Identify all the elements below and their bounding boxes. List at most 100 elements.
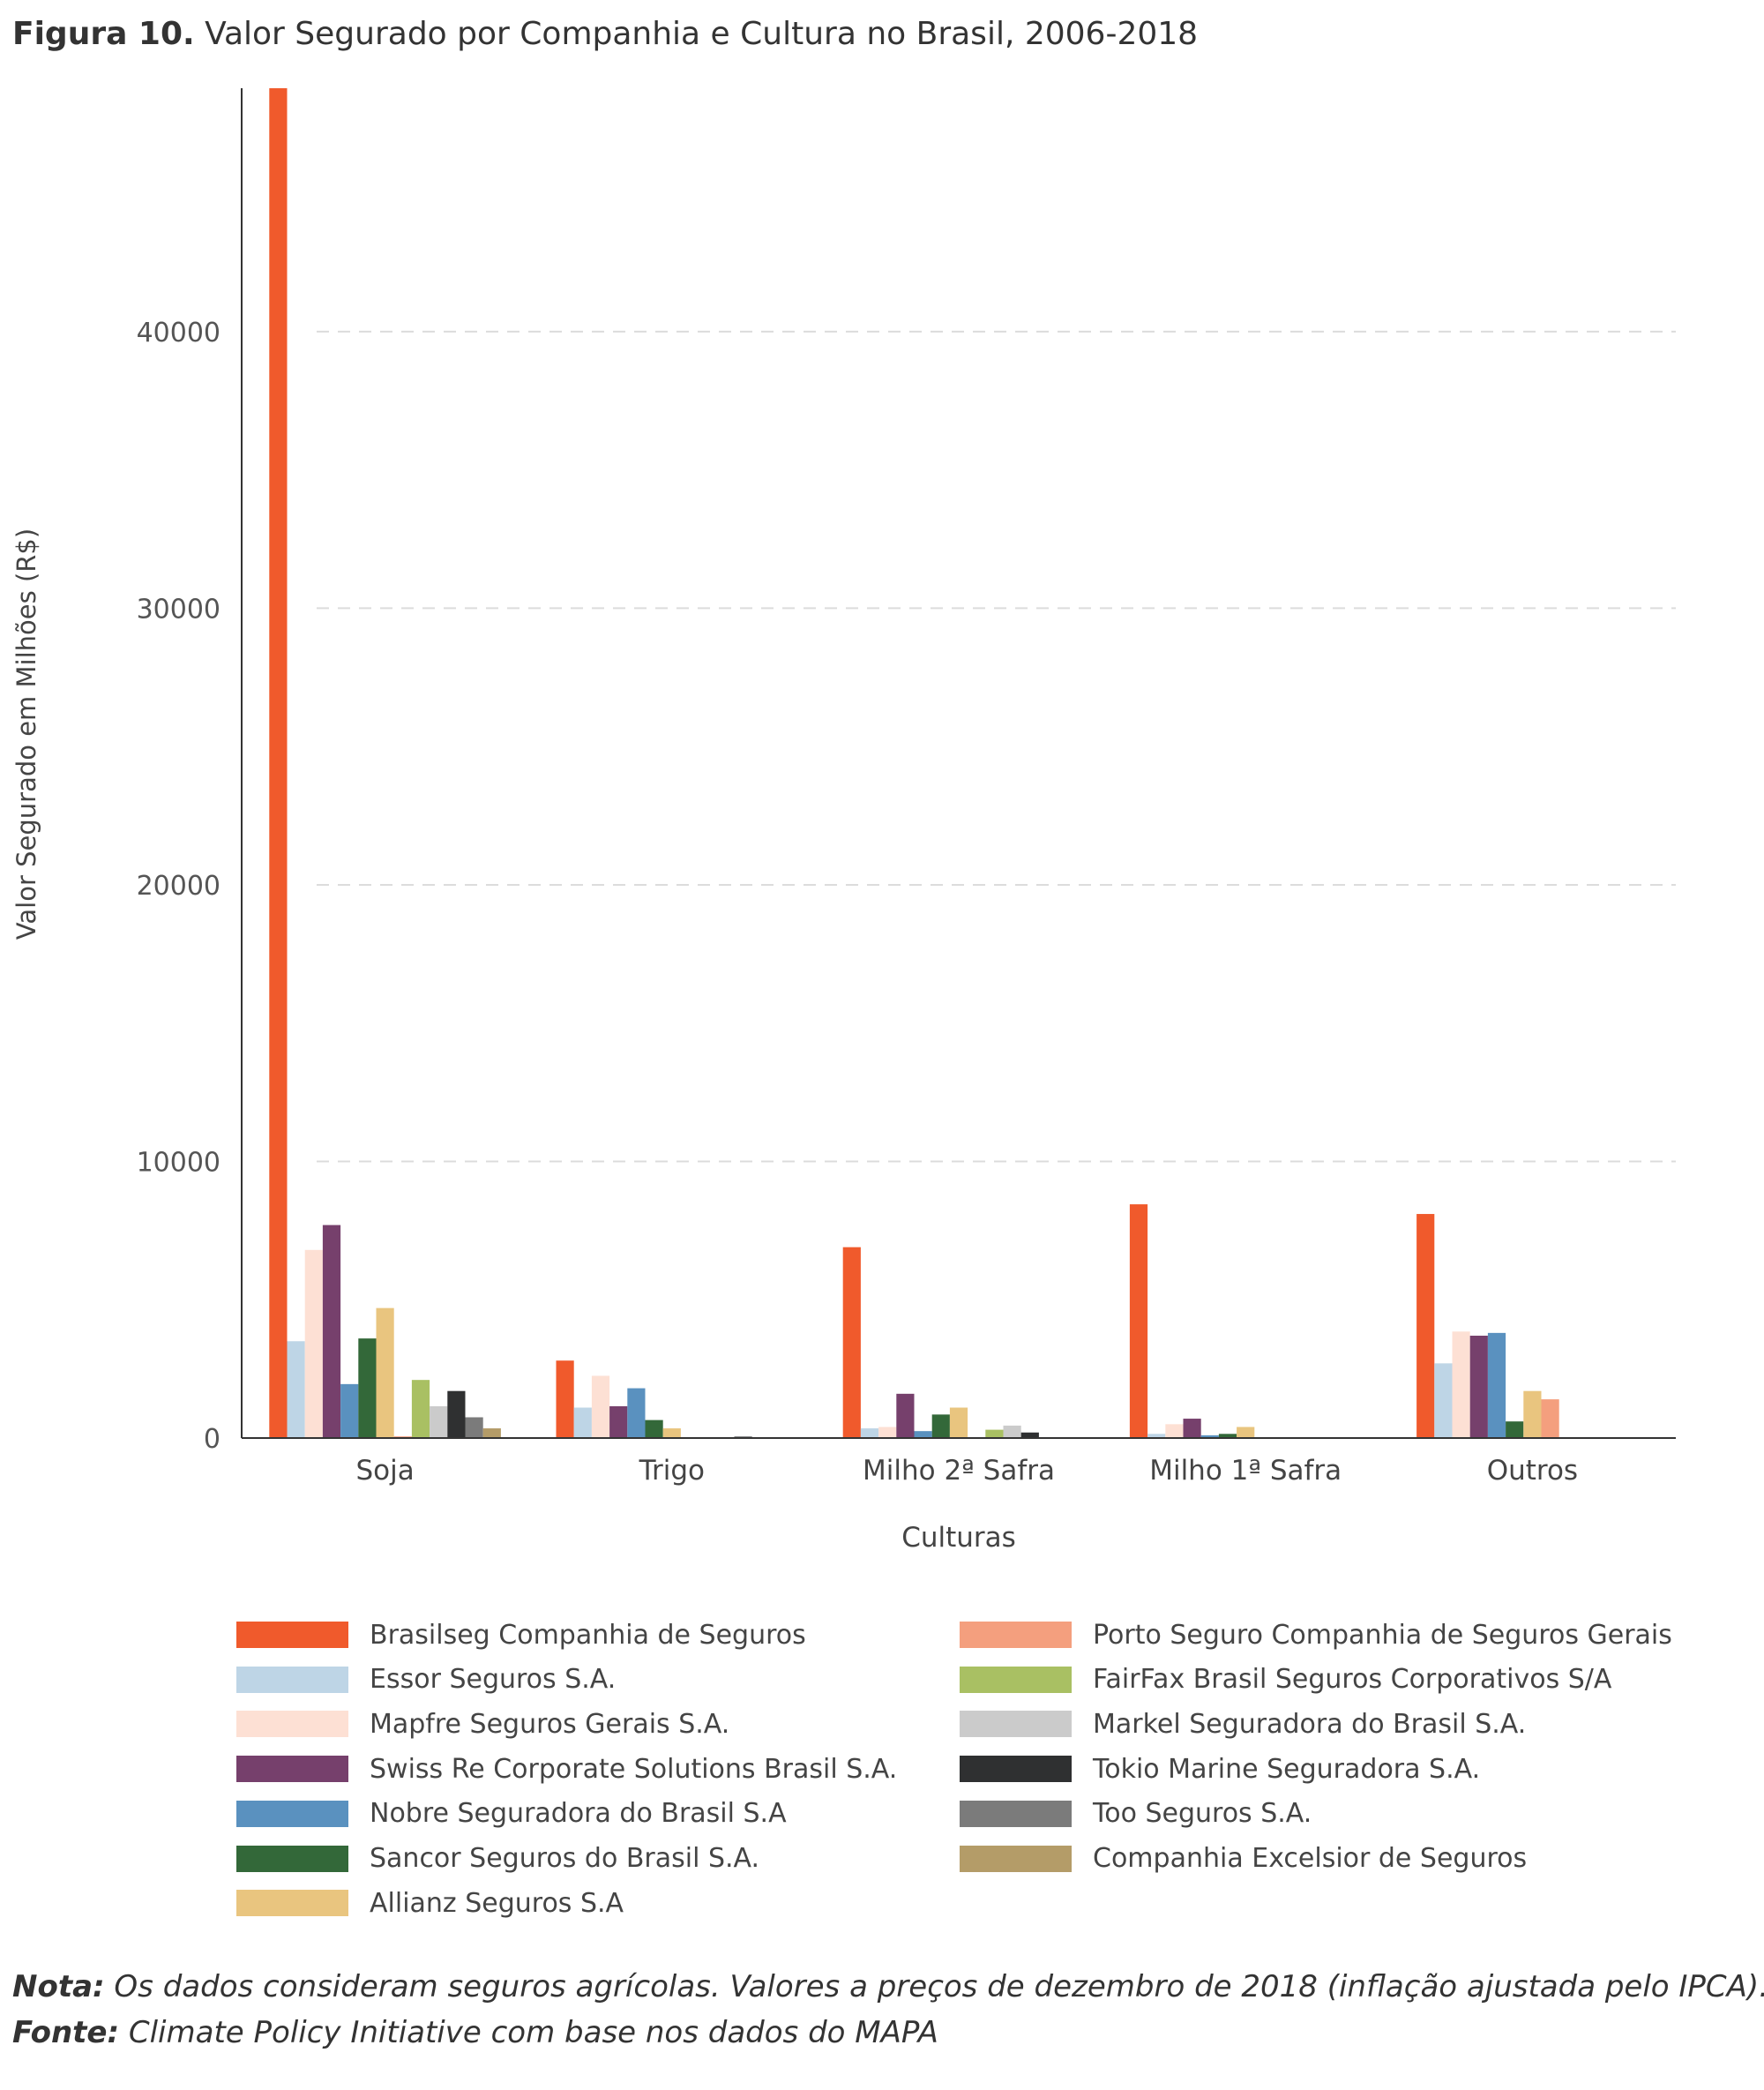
legend-swatch — [960, 1756, 1072, 1783]
bar — [1183, 1419, 1201, 1438]
legend-label: Mapfre Seguros Gerais S.A. — [370, 1708, 730, 1740]
legend-swatch — [236, 1800, 348, 1827]
bar — [411, 1380, 430, 1438]
bar — [269, 88, 288, 1438]
legend-label: Essor Seguros S.A. — [370, 1664, 617, 1696]
legend-swatch — [236, 1890, 348, 1917]
bar — [1416, 1214, 1435, 1438]
note-label: Nota: — [12, 1969, 105, 2004]
legend-label: Sancor Seguros do Brasil S.A. — [370, 1843, 760, 1874]
chart-title: Figura 10. Valor Segurado por Companhia … — [12, 16, 1198, 52]
bar — [985, 1429, 1004, 1438]
bar — [556, 1360, 574, 1438]
bar — [1452, 1331, 1470, 1438]
legend-item: Porto Seguro Companhia de Seguros Gerais — [960, 1617, 1672, 1652]
legend-swatch — [960, 1666, 1072, 1693]
legend-swatch — [960, 1711, 1072, 1738]
legend-label: Markel Seguradora do Brasil S.A. — [1093, 1708, 1527, 1740]
bar — [914, 1431, 932, 1438]
figure-title-text: Valor Segurado por Companhia e Cultura n… — [205, 16, 1199, 52]
legend-label: Tokio Marine Seguradora S.A. — [1093, 1753, 1481, 1785]
legend-label: Companhia Excelsior de Seguros — [1093, 1843, 1528, 1874]
bar — [1003, 1425, 1021, 1438]
bar — [1541, 1399, 1559, 1438]
bar — [376, 1307, 394, 1438]
x-tick-label: Milho 1ª Safra — [1149, 1455, 1342, 1487]
x-tick-label: Soja — [355, 1455, 414, 1487]
legend-item: Swiss Re Corporate Solutions Brasil S.A. — [236, 1751, 897, 1787]
legend-swatch — [960, 1845, 1072, 1872]
bar — [482, 1428, 501, 1438]
legend-label: Allianz Seguros S.A — [370, 1887, 624, 1919]
note-text: Os dados consideram seguros agrícolas. V… — [114, 1969, 1764, 2004]
legend-item: Allianz Seguros S.A — [236, 1885, 624, 1921]
bar — [430, 1405, 448, 1438]
legend-label: Nobre Seguradora do Brasil S.A — [370, 1798, 787, 1830]
bar — [304, 1249, 323, 1438]
bar — [1506, 1421, 1524, 1438]
bar — [1469, 1335, 1488, 1438]
bar — [591, 1375, 610, 1438]
figure-notes: Nota: Os dados consideram seguros agríco… — [12, 1964, 1764, 2056]
y-axis-title: Valor Segurado em Milhões (R$) — [11, 528, 41, 940]
legend-swatch — [236, 1756, 348, 1783]
bar — [1487, 1332, 1506, 1438]
legend-label: FairFax Brasil Seguros Corporativos S/A — [1093, 1664, 1612, 1696]
bar — [447, 1390, 466, 1438]
bar — [465, 1417, 483, 1438]
legend-item: Mapfre Seguros Gerais S.A. — [236, 1706, 729, 1742]
bar — [358, 1338, 377, 1438]
x-tick-label: Milho 2ª Safra — [863, 1455, 1055, 1487]
bar — [340, 1383, 359, 1438]
bar — [1434, 1363, 1453, 1438]
legend-swatch — [960, 1622, 1072, 1648]
y-tick-label: 20000 — [137, 871, 220, 902]
bar — [1523, 1390, 1542, 1438]
bar — [287, 1341, 305, 1438]
legend-item: Markel Seguradora do Brasil S.A. — [960, 1706, 1526, 1742]
bar — [1200, 1435, 1219, 1438]
legend-swatch — [236, 1711, 348, 1738]
bar — [931, 1414, 950, 1438]
legend-label: Porto Seguro Companhia de Seguros Gerais — [1093, 1619, 1672, 1651]
bar — [1020, 1432, 1039, 1438]
source-text: Climate Policy Initiative com base nos d… — [128, 2015, 938, 2050]
legend-swatch — [960, 1800, 1072, 1827]
bar — [322, 1225, 341, 1438]
bar — [878, 1427, 897, 1438]
y-tick-label: 0 — [204, 1424, 220, 1455]
bar — [1129, 1204, 1148, 1438]
bar-chart: 0 10000 20000 30000 40000 Soja Trigo Milho 2ª S… — [11, 88, 1676, 1554]
legend-item: Essor Seguros S.A. — [236, 1662, 616, 1697]
legend-item: Sancor Seguros do Brasil S.A. — [236, 1841, 759, 1877]
legend-swatch — [236, 1622, 348, 1648]
bar — [896, 1393, 915, 1438]
legend-swatch — [236, 1845, 348, 1872]
x-axis-title: Culturas — [901, 1522, 1016, 1554]
bar — [645, 1420, 663, 1438]
bar — [609, 1405, 628, 1438]
legend-label: Too Seguros S.A. — [1093, 1798, 1312, 1830]
bar — [949, 1407, 968, 1438]
x-tick-label: Outros — [1487, 1455, 1578, 1487]
figure-label: Figura 10. — [12, 16, 195, 52]
bar — [1147, 1434, 1166, 1438]
legend-label: Brasilseg Companhia de Seguros — [370, 1619, 806, 1651]
x-tick-label: Trigo — [639, 1455, 705, 1487]
bar — [1237, 1427, 1255, 1438]
chart-legend: Brasilseg Companhia de Seguros Essor Segu… — [0, 1616, 1764, 1951]
note-line: Nota: Os dados consideram seguros agríco… — [12, 1964, 1764, 2010]
y-tick-label: 40000 — [137, 318, 220, 348]
y-tick-label: 10000 — [137, 1147, 220, 1178]
source-line: Fonte: Climate Policy Initiative com bas… — [12, 2010, 1764, 2056]
legend-item: Brasilseg Companhia de Seguros — [236, 1617, 806, 1652]
source-label: Fonte: — [12, 2015, 120, 2050]
legend-item: Companhia Excelsior de Seguros — [960, 1841, 1527, 1877]
legend-item: FairFax Brasil Seguros Corporativos S/A — [960, 1662, 1611, 1697]
bar — [1218, 1434, 1237, 1438]
bar — [860, 1428, 879, 1438]
legend-item: Nobre Seguradora do Brasil S.A — [236, 1796, 787, 1832]
bar — [1165, 1424, 1184, 1438]
bar — [627, 1388, 646, 1438]
y-tick-label: 30000 — [137, 594, 220, 625]
